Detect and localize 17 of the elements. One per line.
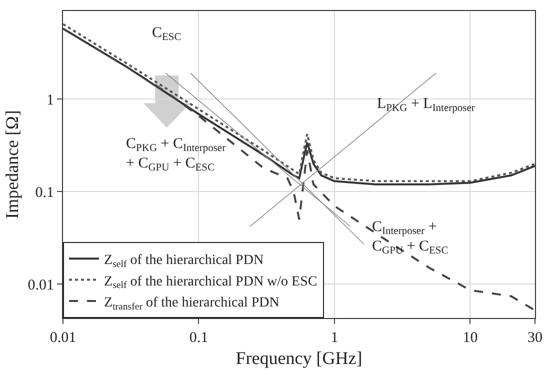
y-tick-label: 0.01 — [28, 277, 54, 294]
y-tick-label: 1 — [46, 92, 54, 108]
x-tick-label: 1 — [330, 330, 338, 346]
legend-label: Z$_{transfer}$ of the hierarchical PDN — [104, 295, 280, 312]
y-axis-title: Impedance [Ω] — [2, 110, 22, 219]
legend-label: Z$_{self}$ of the hierarchical PDN — [104, 253, 264, 270]
text: C$_{PKG}$ + C$_{Interposer}$ + C$_{GPU}$ + C$_{ESC}$ — [126, 136, 226, 174]
x-tick-label: 0.1 — [189, 330, 208, 346]
x-tick-label: 0.01 — [50, 330, 76, 346]
x-axis-title: Frequency [GHz] — [236, 348, 362, 368]
text: C$_{Interposer}$ + C$_{GPU}$ + C$_{ESC}$ — [372, 219, 448, 257]
annotation: L$_{PKG}$ + L$_{Interposer}$ — [377, 96, 476, 114]
legend-label: Z$_{self}$ of the hierarchical PDN w/o ESC — [104, 274, 318, 292]
x-tick-label: 30 — [528, 330, 542, 346]
annotation: C$_{ESC}$ — [152, 25, 182, 44]
y-tick-label: 0.1 — [35, 184, 54, 201]
x-tick-label: 10 — [462, 330, 478, 346]
